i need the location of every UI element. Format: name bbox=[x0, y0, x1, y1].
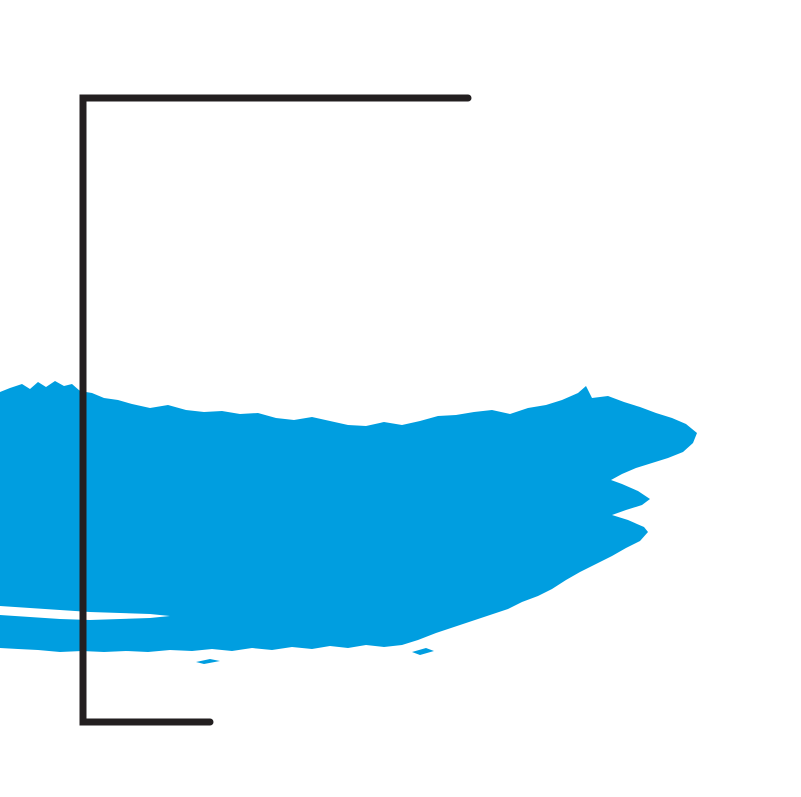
brush-speck bbox=[196, 524, 620, 664]
brush-stroke-body bbox=[0, 381, 697, 652]
blue-brush-stroke bbox=[0, 381, 697, 664]
bracket-frame-line bbox=[79, 94, 472, 726]
bracket-frame bbox=[79, 94, 472, 726]
